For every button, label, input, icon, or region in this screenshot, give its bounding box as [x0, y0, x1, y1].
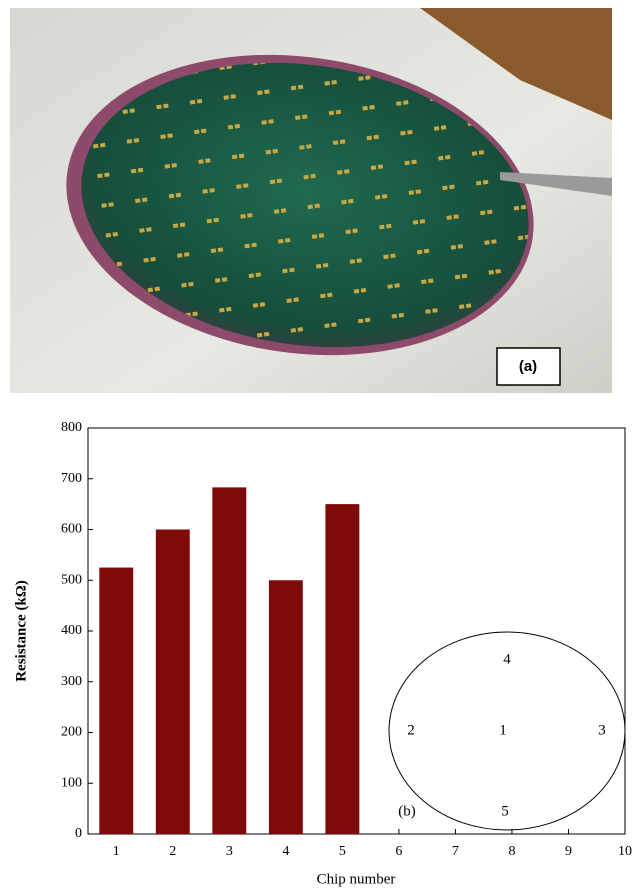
x-tick-label: 1	[113, 844, 120, 859]
photo-label: (a)	[519, 358, 537, 375]
x-axis-label: Chip number	[317, 871, 396, 887]
x-tick-label: 3	[226, 844, 233, 859]
y-tick-label: 700	[61, 471, 82, 486]
y-tick-label: 300	[61, 674, 82, 689]
y-tick-label: 400	[61, 623, 82, 638]
x-tick-label: 10	[618, 844, 632, 859]
bar	[156, 530, 190, 835]
bar	[212, 487, 246, 834]
bar	[269, 580, 303, 834]
y-tick-label: 600	[61, 522, 82, 537]
y-tick-label: 500	[61, 572, 82, 587]
page: (a) Resistance (kΩ) Chip number 0 100 200 3…	[0, 0, 633, 888]
wafer-map-label: 1	[499, 722, 507, 738]
bar	[99, 568, 133, 834]
x-tick-label: 7	[452, 844, 459, 859]
figure: (a) Resistance (kΩ) Chip number 0 100 200 3…	[0, 0, 633, 888]
wafer-map-label: 4	[503, 651, 511, 667]
y-tick-label: 800	[61, 420, 82, 435]
x-tick-label: 6	[395, 844, 402, 859]
wafer-map-label: 2	[407, 722, 415, 738]
x-tick-label: 5	[339, 844, 346, 859]
x-tick-label: 9	[565, 844, 572, 859]
photo: (a)	[10, 8, 612, 393]
y-tick-label: 0	[75, 826, 82, 841]
y-tick-label: 200	[61, 725, 82, 740]
x-tick-label: 2	[169, 844, 176, 859]
panel-label: (b)	[398, 803, 416, 819]
x-tick-label: 8	[508, 844, 515, 859]
x-tick-label: 4	[282, 844, 289, 859]
y-tick-label: 100	[61, 775, 82, 790]
wafer-map-label: 5	[501, 803, 509, 819]
y-axis-label: Resistance (kΩ)	[13, 580, 29, 682]
wafer-map-label: 3	[598, 722, 606, 738]
bar	[325, 504, 359, 834]
